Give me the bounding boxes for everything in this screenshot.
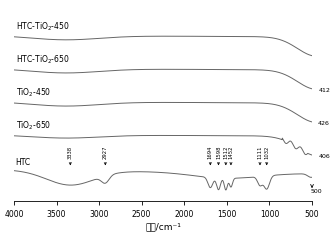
Text: 1598: 1598	[216, 145, 221, 159]
Text: 3338: 3338	[68, 146, 73, 159]
Text: TiO$_2$-650: TiO$_2$-650	[16, 120, 51, 132]
Text: 1452: 1452	[228, 145, 233, 159]
Text: 1032: 1032	[264, 146, 269, 159]
Text: HTC-TiO$_2$-450: HTC-TiO$_2$-450	[16, 20, 69, 33]
Text: 1512: 1512	[223, 145, 228, 159]
Text: 412: 412	[319, 88, 330, 93]
Text: 2927: 2927	[103, 145, 108, 159]
Text: 500: 500	[311, 189, 323, 194]
Text: TiO$_2$-450: TiO$_2$-450	[16, 87, 51, 99]
Text: 1111: 1111	[258, 145, 263, 159]
X-axis label: 波数/cm⁻¹: 波数/cm⁻¹	[145, 222, 181, 231]
Text: 1694: 1694	[208, 145, 213, 159]
Text: HTC-TiO$_2$-650: HTC-TiO$_2$-650	[16, 54, 69, 66]
Text: HTC: HTC	[16, 158, 31, 167]
Text: 406: 406	[319, 154, 331, 159]
Text: 426: 426	[317, 121, 329, 126]
